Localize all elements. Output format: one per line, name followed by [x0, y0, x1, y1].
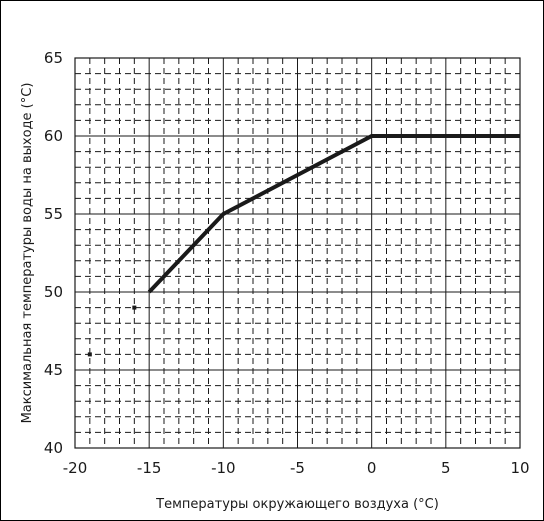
- y-tick-label: 55: [44, 205, 63, 223]
- series-line: [147, 134, 520, 294]
- data-point: [87, 352, 92, 357]
- series-layer: [147, 134, 520, 294]
- x-tick-label: -15: [137, 459, 162, 477]
- x-tick-label: 0: [367, 459, 377, 477]
- major-grid: [75, 58, 520, 448]
- y-tick-label: 45: [44, 361, 63, 379]
- y-tick-label: 50: [44, 283, 63, 301]
- y-tick-label: 40: [44, 439, 63, 457]
- x-axis-label: Температуры окружающего воздуха (°C): [155, 497, 439, 512]
- x-tick-label: -5: [290, 459, 305, 477]
- x-tick-labels: -20 -15 -10 -5 0 5 10: [63, 459, 530, 477]
- points-layer: [87, 305, 137, 357]
- plot-frame: [74, 57, 521, 449]
- x-tick-label: -20: [63, 459, 88, 477]
- x-tick-label: 5: [441, 459, 451, 477]
- data-point: [132, 305, 137, 310]
- x-tick-label: 10: [510, 459, 529, 477]
- y-axis-label: Максимальная температуры воды на выходе …: [20, 83, 35, 424]
- y-tick-labels: 40 45 50 55 60 65: [44, 49, 63, 457]
- x-tick-label: -10: [211, 459, 236, 477]
- plot-border: [74, 57, 521, 449]
- y-tick-label: 65: [44, 49, 63, 67]
- y-tick-label: 60: [44, 127, 63, 145]
